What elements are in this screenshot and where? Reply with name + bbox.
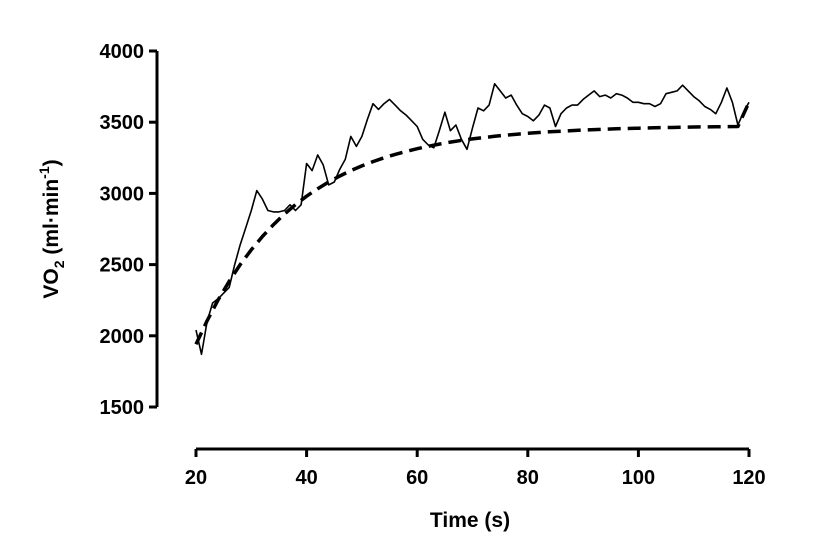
x-axis: 20 40 60 80 100 120 <box>185 447 766 489</box>
y-tick-label: 2500 <box>100 255 145 277</box>
fitted-curve-line <box>194 101 751 346</box>
x-tick-label: 100 <box>622 467 655 489</box>
y-tick-label: 3000 <box>100 183 145 205</box>
y-axis: 1500 2000 2500 3000 3500 4000 <box>100 41 159 419</box>
x-axis-title: Time (s) <box>430 509 510 532</box>
x-tick-label: 20 <box>185 467 207 489</box>
measured-data-line <box>195 83 750 356</box>
y-axis-title-close: ) <box>40 159 63 166</box>
x-tick-label: 60 <box>406 467 428 489</box>
y-axis-title-superscript: -1 <box>36 166 52 179</box>
y-tick-label: 3500 <box>100 112 145 134</box>
y-axis-title-main: VO <box>40 268 63 298</box>
y-tick-label: 1500 <box>100 397 145 419</box>
x-tick-label: 80 <box>517 467 539 489</box>
x-tick-label: 40 <box>295 467 317 489</box>
plot-series <box>194 83 751 356</box>
y-axis-title-unit: (ml·min <box>40 179 63 261</box>
y-tick-label: 2000 <box>100 326 145 348</box>
y-tick-label: 4000 <box>100 41 145 63</box>
x-tick-label: 120 <box>732 467 765 489</box>
y-axis-title: VO2 (ml·min-1) <box>36 159 67 298</box>
y-axis-title-subscript: 2 <box>51 260 67 268</box>
